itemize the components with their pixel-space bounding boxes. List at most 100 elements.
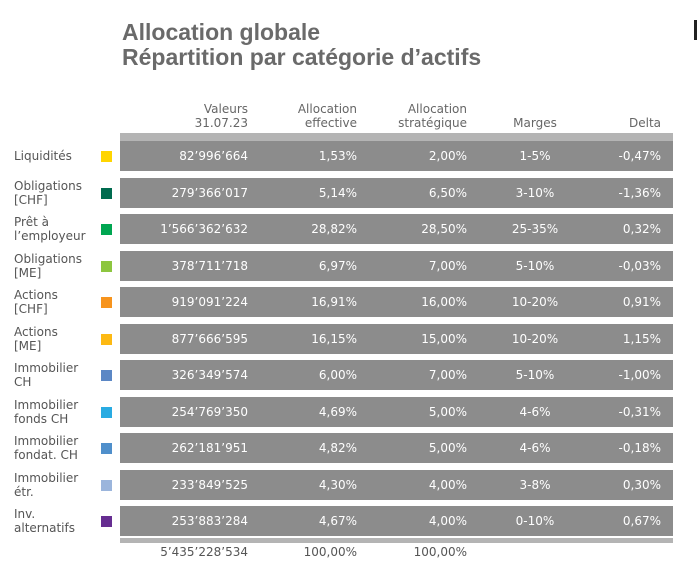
row-label-line1: Prêt à [14, 215, 49, 229]
row-label-line2: fonds CH [14, 412, 69, 426]
row-label: Liquidités [14, 141, 104, 171]
cell-value: 82’996’664 [179, 149, 248, 163]
table-row: 326’349’574 6,00% 7,00% 5-10% -1,00% [120, 360, 673, 390]
cell-value: 877’666’595 [171, 332, 248, 346]
cell-value: 326’349’574 [171, 368, 248, 382]
cell-effective: 4,30% [318, 478, 357, 492]
cell-margin: 4-6% [519, 441, 551, 455]
cell-strategic: 4,00% [428, 514, 467, 528]
cell-delta: 1,15% [622, 332, 661, 346]
table-row: 877’666’595 16,15% 15,00% 10-20% 1,15% [120, 324, 673, 354]
cell-delta: -0,31% [618, 405, 661, 419]
header-delta: Delta [628, 116, 661, 130]
row-label: Prêt à l’employeur [14, 214, 104, 244]
header-marges: Marges [513, 116, 557, 130]
header-valeurs-line2: 31.07.23 [194, 116, 248, 130]
row-label: Actions [CHF] [14, 287, 104, 317]
table-row: 279’366’017 5,14% 6,50% 3-10% -1,36% [120, 178, 673, 208]
row-label: Inv. alternatifs [14, 506, 104, 536]
title-line-1: Allocation globale [122, 19, 321, 45]
cell-delta: -0,03% [618, 259, 661, 273]
cell-effective: 6,00% [318, 368, 357, 382]
category-color-swatch [101, 480, 112, 491]
header-alloc-eff-line2: effective [304, 116, 357, 130]
cell-strategic: 6,50% [428, 186, 467, 200]
table-row: 1’566’362’632 28,82% 28,50% 25-35% 0,32% [120, 214, 673, 244]
row-label: Immobilier fonds CH [14, 397, 104, 427]
category-color-swatch [101, 407, 112, 418]
row-label-line1: Liquidités [14, 149, 72, 163]
table-row: 262’181’951 4,82% 5,00% 4-6% -0,18% [120, 433, 673, 463]
table-row: 233’849’525 4,30% 4,00% 3-8% 0,30% [120, 470, 673, 500]
category-color-swatch [101, 224, 112, 235]
row-label-line2: [CHF] [14, 302, 48, 316]
cell-margin: 5-10% [515, 259, 555, 273]
total-value: 5’435’228’534 [160, 545, 248, 559]
cell-strategic: 15,00% [421, 332, 467, 346]
cell-effective: 28,82% [311, 222, 357, 236]
row-label-line2: CH [14, 375, 32, 389]
row-label: Immobilier étr. [14, 470, 104, 500]
cell-effective: 4,82% [318, 441, 357, 455]
cell-value: 233’849’525 [171, 478, 248, 492]
category-color-swatch [101, 516, 112, 527]
total-effective: 100,00% [303, 545, 357, 559]
category-color-swatch [101, 443, 112, 454]
cell-effective: 1,53% [318, 149, 357, 163]
cell-strategic: 2,00% [428, 149, 467, 163]
cell-margin: 5-10% [515, 368, 555, 382]
table-row: 378’711’718 6,97% 7,00% 5-10% -0,03% [120, 251, 673, 281]
row-label-line2: l’employeur [14, 229, 86, 243]
cell-strategic: 16,00% [421, 295, 467, 309]
cell-value: 262’181’951 [171, 441, 248, 455]
cell-value: 1’566’362’632 [160, 222, 248, 236]
cell-delta: -0,18% [618, 441, 661, 455]
table-top-band [120, 133, 673, 141]
table-bottom-band [120, 538, 673, 543]
cell-effective: 4,67% [318, 514, 357, 528]
cell-margin: 3-8% [519, 478, 551, 492]
header-allocation-strategique: Allocation stratégique [370, 100, 467, 130]
cell-value: 279’366’017 [171, 186, 248, 200]
header-allocation-effective: Allocation effective [270, 100, 357, 130]
edge-mark [694, 20, 697, 40]
row-label-line1: Immobilier [14, 361, 79, 375]
cell-delta: 0,67% [622, 514, 661, 528]
row-label-line1: Inv. [14, 507, 36, 521]
row-label-line1: Obligations [14, 252, 82, 266]
cell-strategic: 5,00% [428, 405, 467, 419]
cell-delta: 0,91% [622, 295, 661, 309]
row-label-line2: alternatifs [14, 521, 75, 535]
row-label: Immobilier CH [14, 360, 104, 390]
cell-value: 378’711’718 [171, 259, 248, 273]
table-row: 919’091’224 16,91% 16,00% 10-20% 0,91% [120, 287, 673, 317]
total-strategic: 100,00% [413, 545, 467, 559]
header-valeurs-line1: Valeurs [203, 102, 248, 116]
header-valeurs: Valeurs 31.07.23 [150, 100, 248, 130]
category-color-swatch [101, 370, 112, 381]
cell-delta: 0,30% [622, 478, 661, 492]
cell-effective: 4,69% [318, 405, 357, 419]
cell-effective: 16,15% [311, 332, 357, 346]
cell-margin: 3-10% [515, 186, 555, 200]
cell-effective: 16,91% [311, 295, 357, 309]
header-alloc-strat-line1: Allocation [407, 102, 467, 116]
row-label-line1: Actions [14, 325, 58, 339]
row-label: Obligations [CHF] [14, 178, 104, 208]
row-label: Immobilier fondat. CH [14, 433, 104, 463]
row-label: Obligations [ME] [14, 251, 104, 281]
row-label-line2: fondat. CH [14, 448, 78, 462]
header-alloc-eff-line1: Allocation [297, 102, 357, 116]
category-color-swatch [101, 334, 112, 345]
cell-delta: -1,36% [618, 186, 661, 200]
table-row: 254’769’350 4,69% 5,00% 4-6% -0,31% [120, 397, 673, 427]
cell-value: 253’883’284 [171, 514, 248, 528]
cell-strategic: 7,00% [428, 259, 467, 273]
cell-margin: 4-6% [519, 405, 551, 419]
cell-effective: 5,14% [318, 186, 357, 200]
cell-delta: -1,00% [618, 368, 661, 382]
table-row: 253’883’284 4,67% 4,00% 0-10% 0,67% [120, 506, 673, 536]
row-label: Actions [ME] [14, 324, 104, 354]
category-color-swatch [101, 297, 112, 308]
row-label-line1: Obligations [14, 179, 82, 193]
